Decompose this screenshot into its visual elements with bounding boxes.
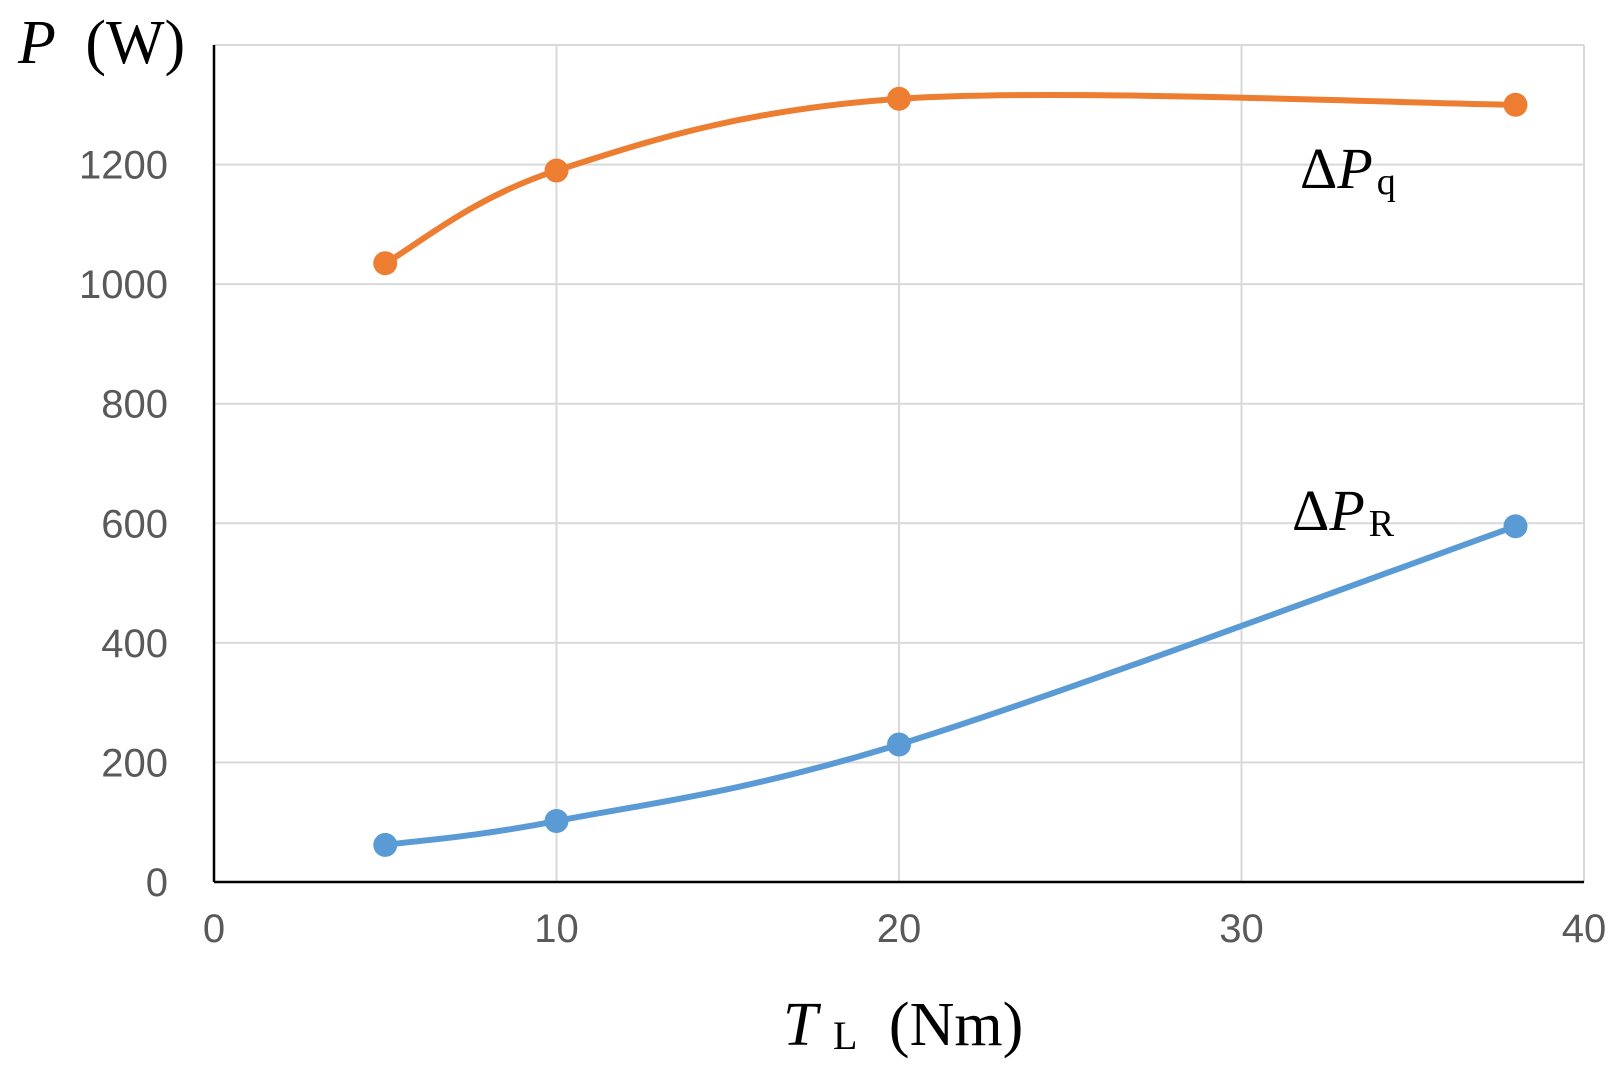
x-axis-symbol: T — [783, 991, 822, 1059]
data-point — [544, 158, 569, 183]
axes — [212, 45, 1584, 884]
y-tick-labels: 0 200 400 600 800 1000 1200 — [79, 144, 168, 905]
series-labels: ΔP qΔP R — [1292, 136, 1396, 545]
x-axis-subscript: L — [833, 1013, 857, 1058]
y-tick-label: 1000 — [79, 263, 168, 307]
y-axis-symbol: P — [17, 9, 56, 77]
x-tick-label: 0 — [203, 907, 225, 951]
x-tick-label: 20 — [877, 907, 922, 951]
data-point — [373, 832, 398, 857]
x-tick-label: 10 — [534, 907, 579, 951]
y-tick-label: 600 — [101, 502, 168, 546]
y-tick-label: 400 — [101, 622, 168, 666]
y-axis-title: P (W) — [17, 9, 185, 77]
series-q — [373, 86, 1528, 276]
series-label-symbol: P — [1328, 478, 1364, 543]
gridlines — [214, 44, 1585, 882]
x-tick-label: 40 — [1562, 907, 1607, 951]
series-label-R: ΔP R — [1292, 478, 1395, 545]
series-label-subscript: q — [1377, 161, 1396, 203]
data-point — [1503, 514, 1528, 539]
data-point — [887, 86, 911, 111]
y-axis-unit: (W) — [85, 9, 185, 77]
data-point — [544, 809, 569, 834]
series-line — [382, 523, 1519, 848]
x-axis-title: T L (Nm) — [783, 991, 1023, 1063]
y-tick-label: 1200 — [79, 144, 168, 188]
series-label-q: ΔP q — [1300, 136, 1396, 203]
x-axis-unit: (Nm) — [889, 991, 1023, 1059]
data-point — [373, 251, 398, 276]
series-label-prefix: Δ — [1292, 478, 1329, 543]
series-label-prefix: Δ — [1300, 136, 1337, 201]
data-point — [1503, 92, 1528, 117]
series-label-subscript: R — [1369, 503, 1395, 545]
y-tick-label: 800 — [101, 383, 168, 427]
x-tick-labels: 0 10 20 30 40 — [203, 907, 1606, 951]
y-tick-label: 0 — [146, 861, 168, 905]
y-tick-label: 200 — [101, 741, 168, 785]
series-line — [382, 91, 1519, 267]
series-label-symbol: P — [1336, 136, 1372, 201]
series-R — [373, 514, 1528, 857]
series-group — [373, 86, 1528, 857]
data-point — [887, 732, 911, 757]
x-tick-label: 30 — [1219, 907, 1264, 951]
